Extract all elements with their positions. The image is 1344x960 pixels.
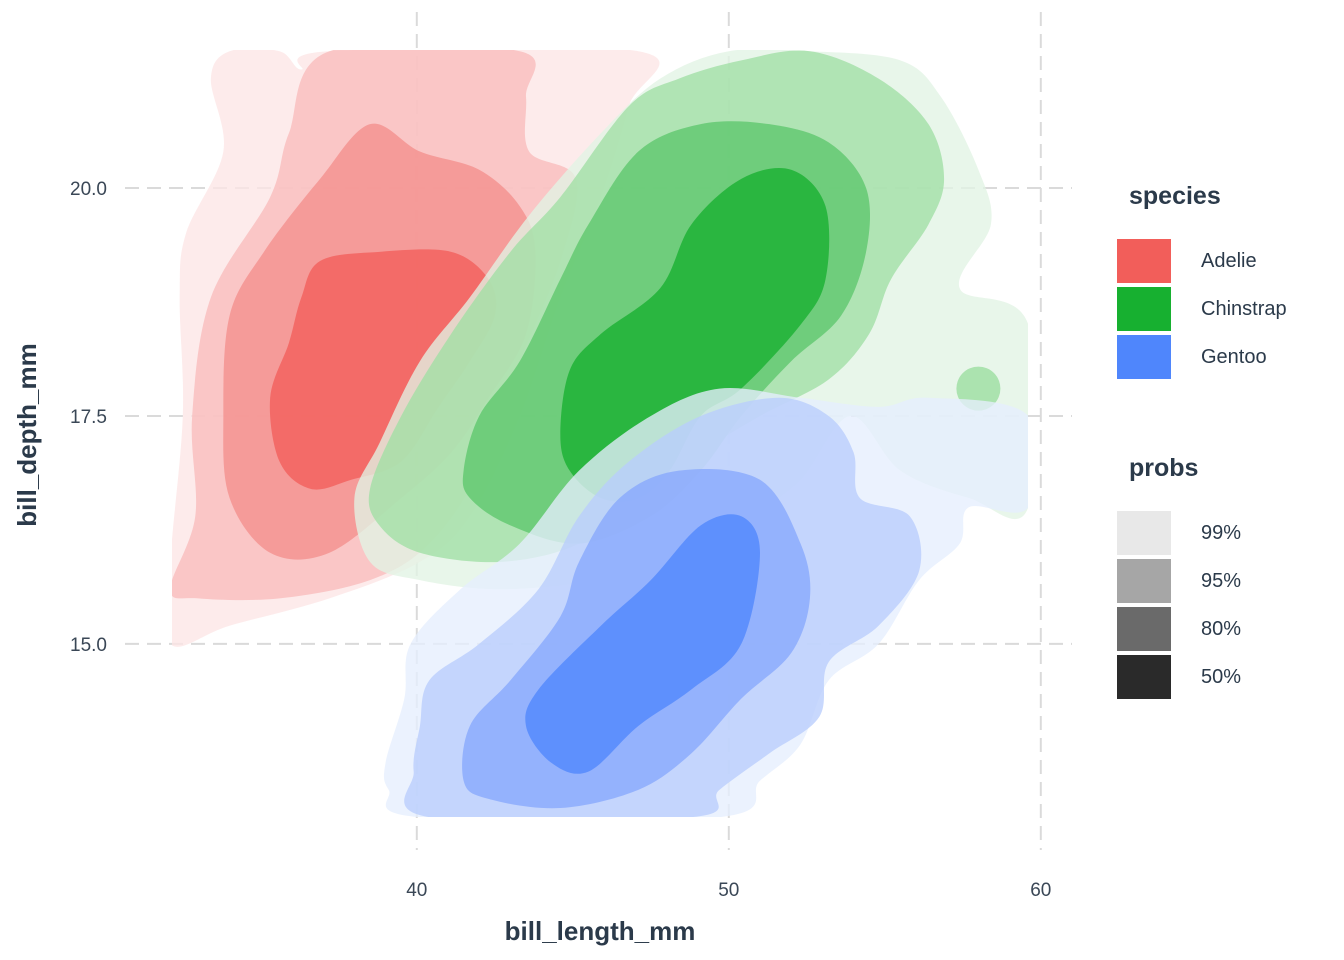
legend-item-50: 50% bbox=[1117, 655, 1337, 699]
contour-layer bbox=[172, 50, 1028, 817]
legend-item-gentoo: Gentoo bbox=[1117, 335, 1337, 379]
legend-label-99: 99% bbox=[1201, 522, 1242, 544]
legend-label-adelie: Adelie bbox=[1201, 250, 1257, 272]
contours-gentoo bbox=[383, 388, 1028, 817]
species-legend-title: species bbox=[1129, 182, 1221, 210]
legend-label-95: 95% bbox=[1201, 570, 1242, 592]
y-axis-title: bill_depth_mm bbox=[12, 343, 42, 526]
prob-50-swatch bbox=[1117, 655, 1171, 699]
band-gentoo-50 bbox=[525, 514, 760, 774]
y-tick-label: 17.5 bbox=[70, 407, 107, 428]
y-tick-label: 20.0 bbox=[70, 179, 107, 200]
x-tick-label: 60 bbox=[1030, 880, 1051, 901]
band-adelie-50 bbox=[269, 249, 497, 490]
prob-99-swatch bbox=[1117, 511, 1171, 555]
probs-legend-title: probs bbox=[1129, 454, 1199, 482]
legend-label-80: 80% bbox=[1201, 618, 1242, 640]
chinstrap-swatch bbox=[1117, 287, 1171, 331]
tick-labels: 40 50 60 15.0 17.5 20.0 bbox=[70, 179, 1051, 901]
legend-label-gentoo: Gentoo bbox=[1201, 346, 1267, 368]
x-axis-title: bill_length_mm bbox=[505, 916, 696, 946]
x-tick-label: 40 bbox=[406, 880, 427, 901]
legend-item-95: 95% bbox=[1117, 559, 1337, 603]
gentoo-swatch bbox=[1117, 335, 1171, 379]
x-tick-label: 50 bbox=[718, 880, 739, 901]
legend-item-80: 80% bbox=[1117, 607, 1337, 651]
adelie-swatch bbox=[1117, 239, 1171, 283]
legend-label-50: 50% bbox=[1201, 666, 1242, 688]
contour-bands bbox=[172, 50, 1028, 817]
y-tick-label: 15.0 bbox=[70, 635, 107, 656]
prob-80-swatch bbox=[1117, 607, 1171, 651]
legend-item-99: 99% bbox=[1117, 511, 1337, 555]
legend-item-chinstrap: Chinstrap bbox=[1117, 287, 1337, 331]
prob-95-swatch bbox=[1117, 559, 1171, 603]
legend-item-adelie: Adelie bbox=[1117, 239, 1337, 283]
legend-label-chinstrap: Chinstrap bbox=[1201, 298, 1287, 320]
band-chinstrap-50 bbox=[560, 167, 830, 502]
